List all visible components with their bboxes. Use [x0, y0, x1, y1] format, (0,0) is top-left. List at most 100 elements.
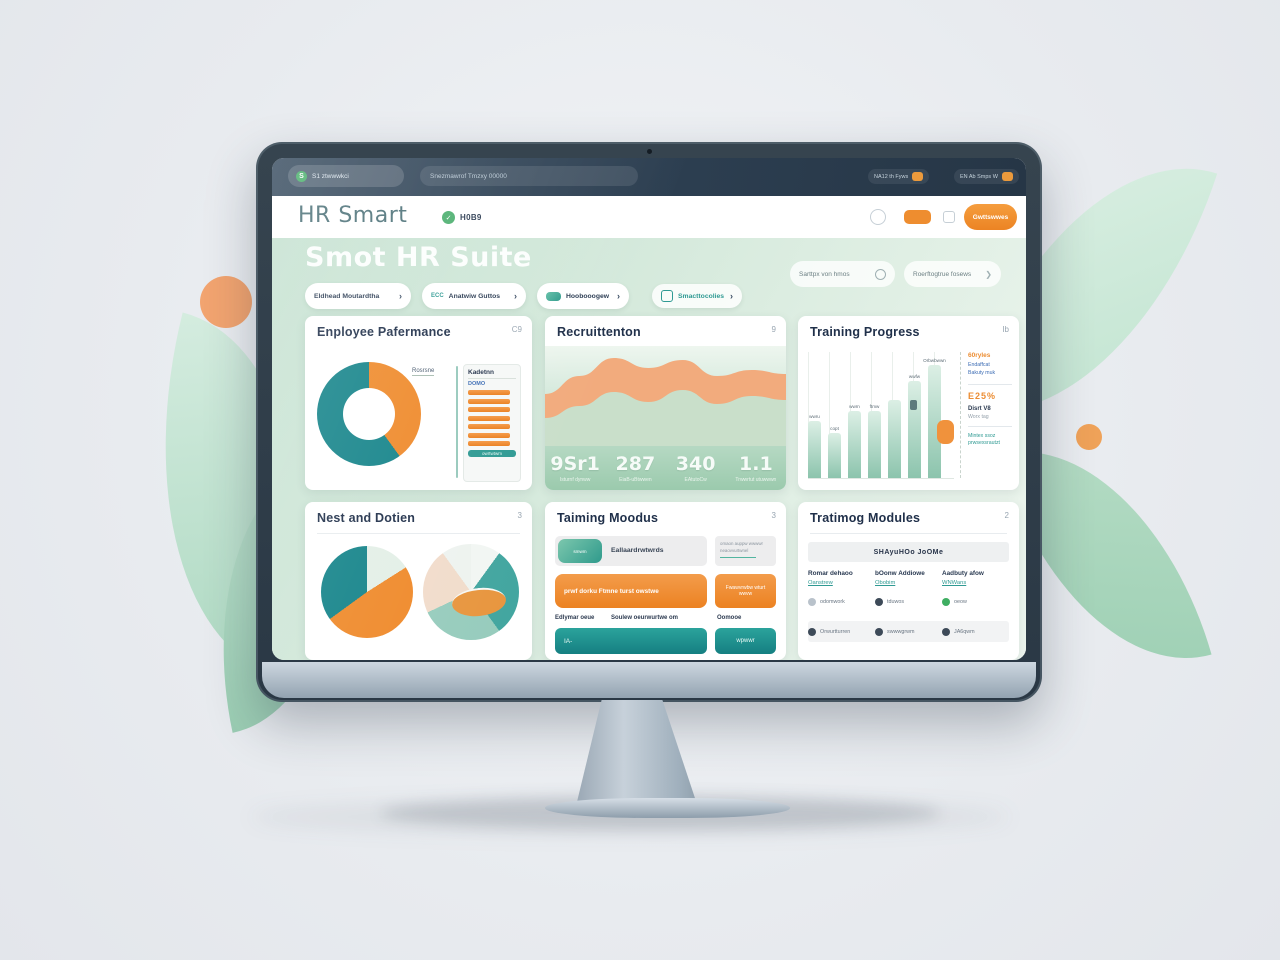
- bar-column: wwru: [808, 352, 821, 478]
- stats-panel: 60ryles Endaffcat Bakuty muk E25% Disrt …: [968, 352, 1012, 448]
- browser-tab[interactable]: S S1 ztwwwkci: [288, 165, 404, 187]
- column-header: Romar dehaoo: [808, 570, 853, 577]
- browser-chip[interactable]: EN Ab Smps W: [954, 169, 1019, 184]
- table-cell[interactable]: tduwos: [875, 598, 942, 606]
- table-cell[interactable]: Orwurtturren: [808, 627, 875, 636]
- table-column: Romar dehaoo Oanstrew: [808, 570, 875, 586]
- notification-bell-icon[interactable]: [870, 209, 886, 225]
- bar: [828, 433, 841, 478]
- teal-pill-icon: [546, 291, 561, 301]
- orange-dot-decoration: [200, 276, 252, 328]
- nav-pill-3[interactable]: Hoobooogew ›: [537, 283, 629, 309]
- bar-value-label: ftmw: [869, 404, 880, 409]
- pill-label: Eldhead Moutardtha: [314, 292, 380, 300]
- nav-pill-2[interactable]: ECC Anatwiw Guttos ›: [422, 283, 526, 309]
- legend-bar: [468, 407, 511, 412]
- card-title: Recruittenton: [557, 325, 641, 339]
- bar-value-label: wwfw: [908, 374, 921, 379]
- kpi-value: 340: [675, 453, 716, 475]
- module-box-teal[interactable]: wpwwr: [715, 628, 776, 654]
- module-track: smwm Eallaardrwtwrds: [555, 536, 707, 566]
- bar-value-label: wwrn: [849, 404, 860, 409]
- bar: [868, 411, 881, 478]
- card-title: Tratimog Modules: [810, 511, 921, 525]
- bar-value-label: Orbwbwwn: [923, 358, 946, 363]
- legend-bar: [468, 415, 511, 421]
- cell-text: oeow: [954, 599, 967, 605]
- column-header: bOonw Addiowe: [875, 570, 925, 577]
- module-bar-teal[interactable]: IA-: [555, 628, 707, 654]
- table-cell[interactable]: swwwgrwm: [875, 627, 942, 636]
- bar-chart: wwru copt wwrn ftmw wwfw Orbwbwwn: [808, 352, 954, 479]
- column-link[interactable]: WNWans: [942, 580, 967, 586]
- kpi-value: 287: [615, 453, 656, 475]
- chevron-right-icon: ›: [514, 291, 517, 301]
- table-header-band: SHAyuHOo JoOMe: [808, 542, 1009, 562]
- badge-label: H0B9: [460, 213, 482, 222]
- bar-column: copt: [828, 352, 841, 478]
- card-training-progress: Training Progress Ib wwru copt wwrn ftmw wwf…: [798, 316, 1019, 490]
- filter-select[interactable]: Roerftogtrue fosews ❯: [904, 261, 1001, 287]
- bar-marker: [937, 420, 954, 444]
- divider: [456, 366, 458, 478]
- bar-value-label: wwru: [809, 414, 820, 419]
- address-bar[interactable]: Snezmawrof Tmzxy 00000: [420, 166, 638, 186]
- side-box-line: neaovvurtwnel: [720, 548, 749, 554]
- module-track-label: Eallaardrwtwrds: [611, 547, 664, 554]
- table-cell[interactable]: oeow: [942, 598, 1009, 606]
- legend-bar: [468, 398, 511, 404]
- table-cell[interactable]: JA6qwm: [942, 627, 1009, 636]
- bar: [848, 411, 861, 478]
- module-bar-orange[interactable]: prwf dorku Ftmne turst owstwe: [555, 574, 707, 608]
- pie-chart-left: [321, 546, 413, 638]
- status-icon: [875, 627, 883, 636]
- status-icon: [808, 598, 816, 606]
- column-header: Aadbuty afow: [942, 570, 984, 577]
- card-menu-icon[interactable]: 9: [771, 325, 776, 334]
- module-label: Edlymar oeue: [555, 615, 595, 621]
- search-input[interactable]: Sarttpx von hmos: [790, 261, 895, 287]
- address-text: Snezmawrof Tmzxy 00000: [430, 172, 507, 180]
- browser-chip[interactable]: NA12 th Fyws: [868, 169, 930, 184]
- cell-text: swwwgrwm: [887, 628, 915, 635]
- card-menu-icon[interactable]: C9: [511, 325, 522, 334]
- kpi-value: 1.1: [739, 453, 773, 475]
- table-row: odomwork tduwos oeow: [808, 598, 1009, 606]
- card-menu-icon[interactable]: 3: [771, 511, 776, 520]
- orange-toggle[interactable]: [904, 210, 931, 224]
- bar: [808, 421, 821, 478]
- nav-pill-4[interactable]: Smacttocolies ›: [652, 284, 742, 308]
- pie-chart-right: [423, 544, 519, 640]
- tab-favicon-icon: S: [296, 170, 307, 182]
- bar-value-label: copt: [830, 426, 839, 431]
- card-employee-performance: Enployee Pafermance C9 Rosrsne Kadetnn D…: [305, 316, 532, 490]
- card-training-modules-table: Tratimog Modules 2 SHAyuHOo JoOMe Romar …: [798, 502, 1019, 660]
- card-menu-icon[interactable]: 2: [1004, 511, 1009, 520]
- filter-placeholder: Roerftogtrue fosews: [913, 270, 972, 278]
- nav-pill-1[interactable]: Eldhead Moutardtha ›: [305, 283, 411, 309]
- card-menu-icon[interactable]: Ib: [1002, 325, 1009, 334]
- cell-text: tduwos: [887, 599, 905, 605]
- primary-cta-button[interactable]: Gwttswwes: [964, 204, 1017, 230]
- legend-bars: [468, 390, 516, 446]
- card-title: Taiming Moodus: [557, 511, 659, 525]
- card-menu-icon[interactable]: 3: [517, 511, 522, 520]
- module-chip[interactable]: smwm: [558, 539, 602, 563]
- chip-label: EN Ab Smps W: [960, 173, 998, 180]
- bar-column: wwfw: [908, 352, 921, 478]
- chevron-right-icon: ›: [617, 291, 620, 301]
- column-link[interactable]: Oanstrew: [808, 580, 833, 586]
- chevron-right-icon: ›: [399, 291, 402, 301]
- settings-icon[interactable]: [943, 211, 955, 223]
- table-cell[interactable]: odomwork: [808, 598, 875, 606]
- column-link[interactable]: Obobim: [875, 580, 896, 586]
- bar: [928, 365, 941, 478]
- pill-prefix: ECC: [431, 293, 444, 299]
- legend-panel: Kadetnn DOMO owrtwtwm: [463, 364, 521, 482]
- monitor-chin: [262, 662, 1036, 698]
- browser-tab-bar: S S1 ztwwwkci Snezmawrof Tmzxy 00000 NA1…: [272, 158, 1026, 196]
- chip-icon: [1001, 172, 1013, 181]
- app-header: HR Smart ✓ H0B9 Gwttswwes: [272, 196, 1026, 238]
- module-box-orange[interactable]: Fwawvrwbw wturt wwvw: [715, 574, 776, 608]
- stat-line: Endaffcat: [968, 362, 990, 368]
